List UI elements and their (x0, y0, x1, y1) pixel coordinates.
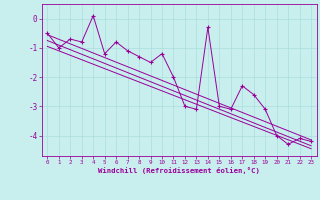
X-axis label: Windchill (Refroidissement éolien,°C): Windchill (Refroidissement éolien,°C) (98, 167, 260, 174)
